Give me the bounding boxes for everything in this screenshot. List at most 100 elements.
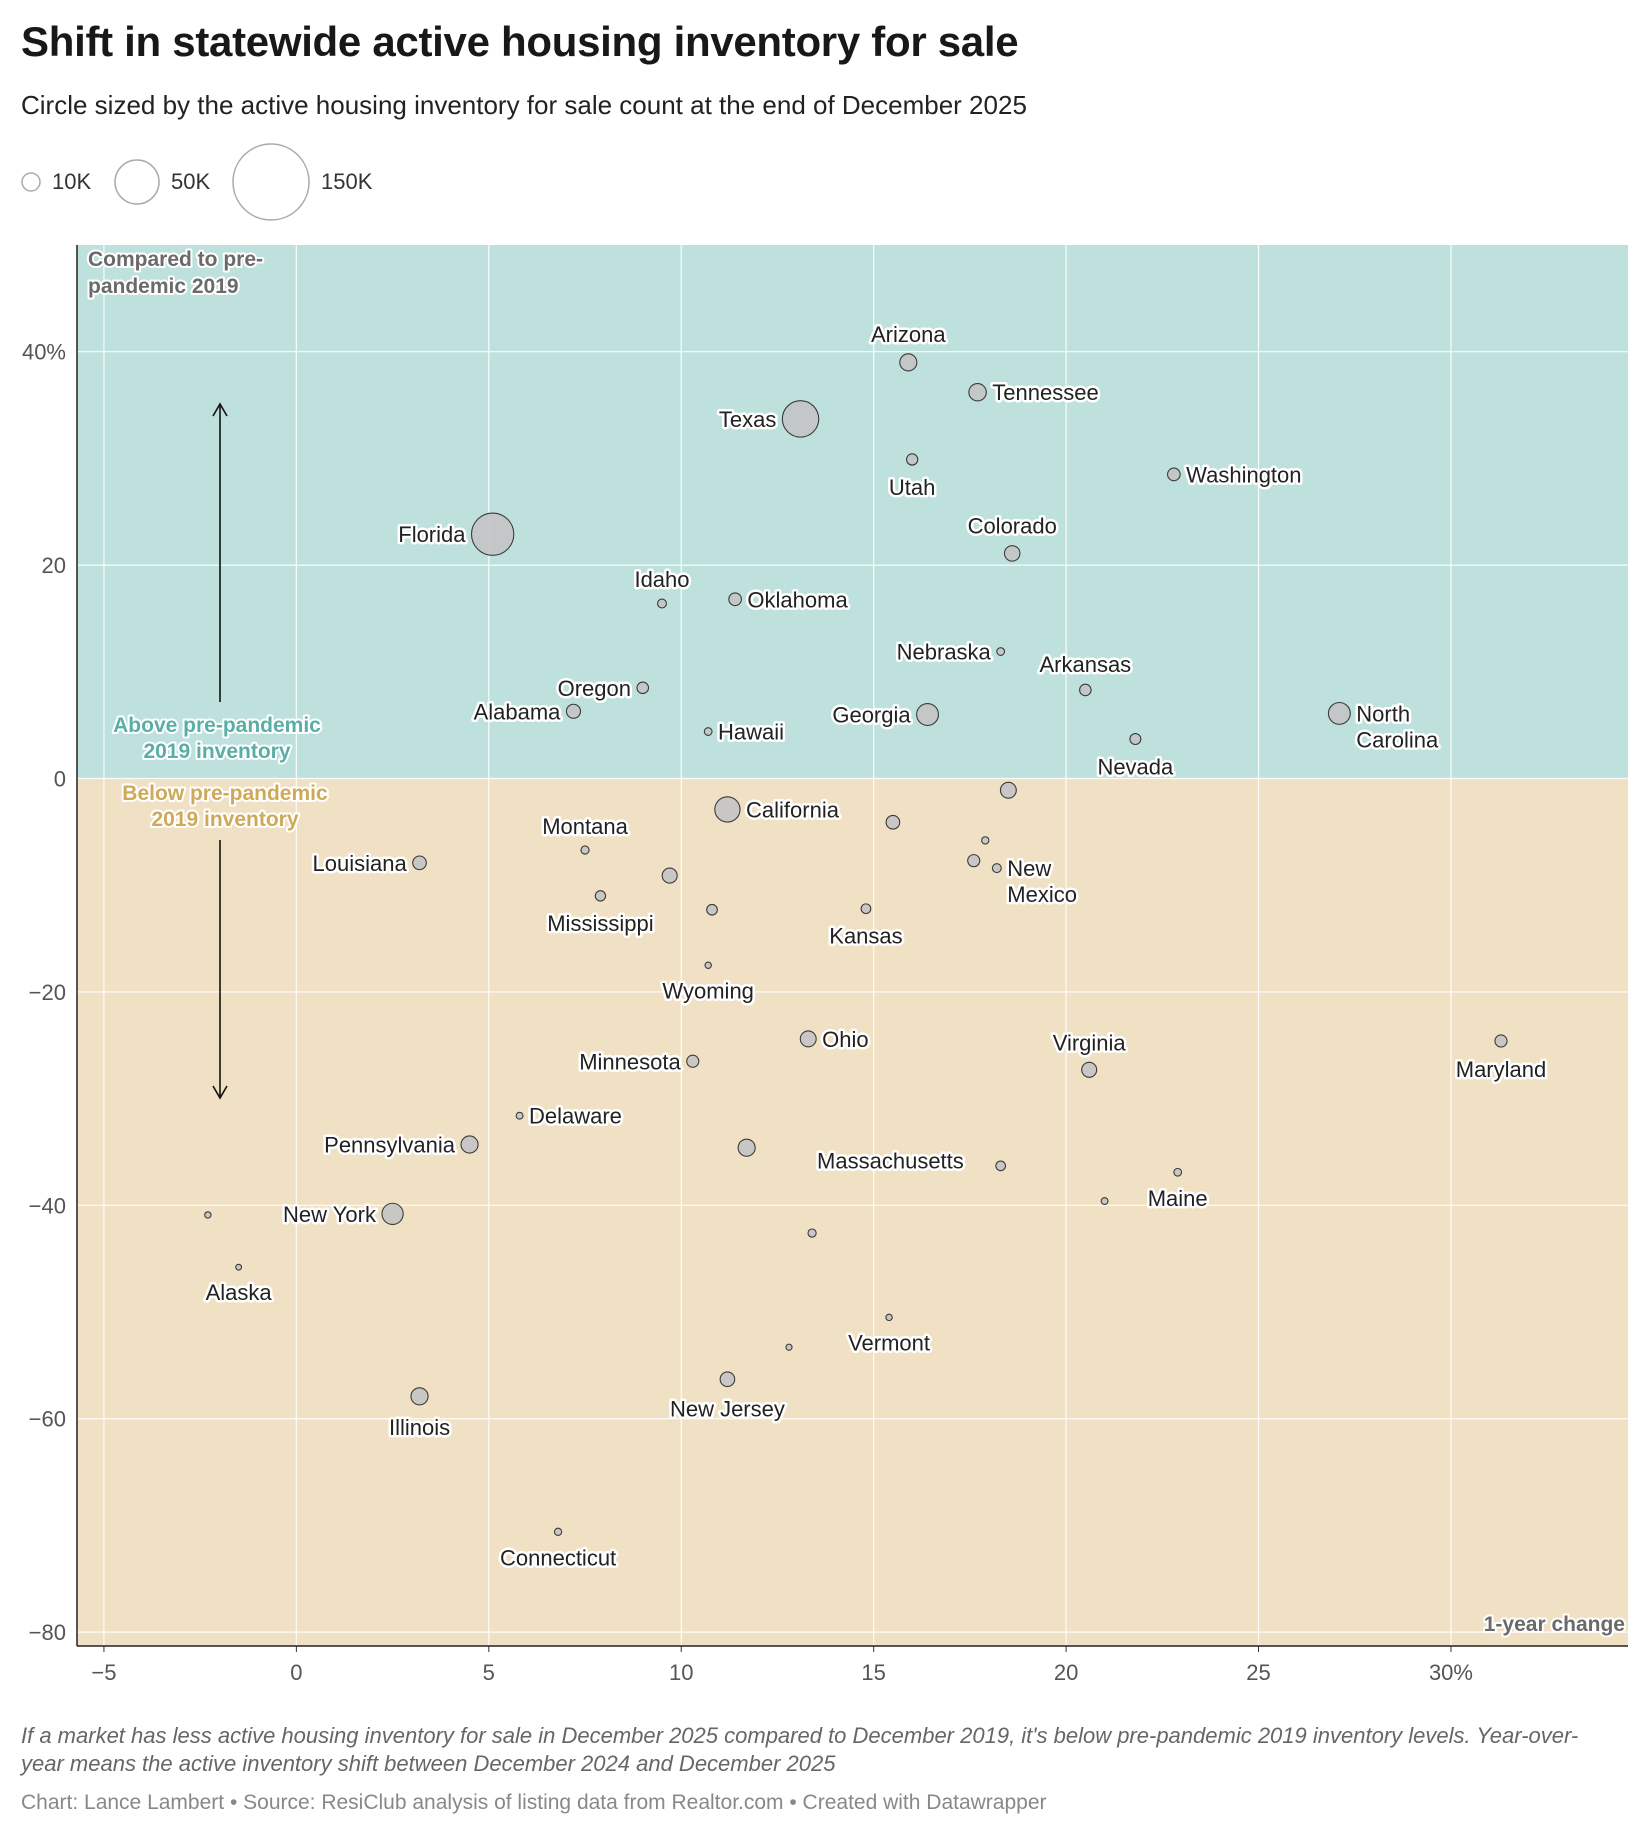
label-kansas: Kansas <box>829 924 902 949</box>
size-legend-circle-150k <box>232 143 310 221</box>
label-louisiana: Louisiana <box>313 851 408 876</box>
label-pennsylvania: Pennsylvania <box>324 1132 456 1157</box>
label-new-mexico: New Mexico <box>1007 856 1077 907</box>
size-legend: 10K 50K 150K <box>21 142 441 232</box>
point-california <box>714 796 741 823</box>
point-utah <box>905 453 919 466</box>
label-virginia: Virginia <box>1053 1030 1127 1055</box>
y-tick-label: −60 <box>29 1407 66 1432</box>
point-illinois <box>410 1387 429 1406</box>
point-idaho <box>656 598 668 609</box>
point-colorado <box>1003 545 1021 562</box>
x-tick-label: −5 <box>91 1660 116 1685</box>
point-maine <box>1173 1167 1183 1177</box>
point-west-virginia <box>807 1228 817 1238</box>
point-texas <box>781 400 820 438</box>
y-tick-label: 20 <box>42 553 66 578</box>
down-arrow-head <box>212 1085 228 1100</box>
compared-label-line2: pandemic 2019 <box>88 275 239 298</box>
footnote: If a market has less active housing inve… <box>21 1723 1579 1776</box>
point-virginia <box>1081 1061 1098 1078</box>
y-tick-label: −20 <box>29 980 66 1005</box>
data-points <box>204 353 1508 1537</box>
below-label-line2: 2019 inventory <box>151 808 298 831</box>
point-new-jersey <box>719 1371 736 1388</box>
label-north-carolina: North Carolina <box>1356 701 1439 752</box>
point-south-carolina <box>999 781 1017 799</box>
point-maryland <box>1494 1034 1508 1048</box>
point-florida <box>470 512 515 556</box>
point-minnesota <box>686 1054 700 1068</box>
point-pennsylvania <box>460 1135 479 1154</box>
point-new-mexico <box>991 863 1002 874</box>
point-mississippi <box>594 890 607 902</box>
point-oklahoma <box>728 592 742 607</box>
label-arkansas: Arkansas <box>1039 652 1131 677</box>
label-new-jersey: New Jersey <box>670 1397 785 1422</box>
label-alabama: Alabama <box>474 699 562 724</box>
point-nebraska <box>996 647 1006 656</box>
label-utah: Utah <box>889 475 935 500</box>
data-labels: Arizona Tennessee Texas Utah Washington Flori… <box>203 319 1549 1573</box>
label-nebraska: Nebraska <box>897 640 992 665</box>
label-illinois: Illinois <box>389 1415 450 1440</box>
point-arkansas <box>1079 683 1092 697</box>
point-indiana <box>737 1138 756 1157</box>
point-nevada <box>1129 733 1142 746</box>
point-wyoming <box>704 961 712 969</box>
point-north-carolina <box>1327 701 1351 725</box>
point-louisiana <box>412 855 427 871</box>
x-tick-label: 10 <box>669 1660 693 1685</box>
point-kentucky <box>967 854 981 868</box>
point-new-york <box>381 1202 404 1226</box>
y-tick-label: 0 <box>54 767 66 792</box>
x-tick-label: 30% <box>1429 1660 1473 1685</box>
label-delaware: Delaware <box>529 1104 622 1129</box>
label-texas: Texas <box>719 407 776 432</box>
x-tick-label: 0 <box>290 1660 302 1685</box>
x-tick-label: 5 <box>483 1660 495 1685</box>
point-hawaii <box>703 727 713 736</box>
background-bands <box>77 245 1628 1646</box>
x-axis-note: 1-year change <box>1484 1613 1625 1636</box>
label-massachusetts: Massachusetts <box>817 1149 964 1174</box>
annotations: Compared to pre-pandemic 2019 Above pre-p… <box>86 246 1627 1638</box>
point-vermont <box>885 1313 893 1322</box>
point-alaska <box>235 1263 243 1271</box>
label-oklahoma: Oklahoma <box>747 587 848 612</box>
point-rhode-island <box>1100 1197 1109 1206</box>
point-kansas <box>860 903 872 915</box>
label-hawaii: Hawaii <box>718 720 784 745</box>
point-washington-dc <box>995 1160 1007 1172</box>
label-oregon: Oregon <box>558 676 631 701</box>
point-oregon <box>636 681 650 695</box>
axes: −5 0 5 10 15 20 25 30% 40% 20 0 −20 −40 −60 −80 <box>22 245 1628 1685</box>
label-connecticut: Connecticut <box>500 1545 616 1570</box>
label-ohio: Ohio <box>822 1027 868 1052</box>
credits: Chart: Lance Lambert • Source: ResiClub … <box>21 1791 1047 1814</box>
point-south-dakota <box>981 836 990 845</box>
gridlines <box>77 245 1628 1646</box>
x-tick-label: 15 <box>861 1660 885 1685</box>
label-california: California <box>746 797 840 822</box>
label-montana: Montana <box>542 814 628 839</box>
scatter-chart: −5 0 5 10 15 20 25 30% 40% 20 0 −20 −40 −60 −80 Compar… <box>22 245 1628 1685</box>
size-legend-circles <box>21 143 310 221</box>
label-vermont: Vermont <box>848 1331 930 1356</box>
x-tick-label: 20 <box>1054 1660 1078 1685</box>
compared-label-line1: Compared to pre- <box>88 248 263 271</box>
point-north-dakota <box>204 1211 212 1219</box>
below-label-line1: Below pre-pandemic <box>122 782 328 805</box>
y-tick-label: −40 <box>29 1193 66 1218</box>
chart-title: Shift in statewide active housing invent… <box>21 18 1019 65</box>
point-new-hampshire <box>785 1343 793 1351</box>
x-tick-label: 25 <box>1246 1660 1270 1685</box>
size-legend-label-10k: 10K <box>52 169 92 194</box>
label-idaho: Idaho <box>634 567 689 592</box>
point-wisconsin <box>706 903 718 916</box>
size-legend-circle-50k <box>114 159 160 205</box>
above-label-line1: Above pre-pandemic <box>113 714 321 737</box>
point-georgia <box>916 703 940 726</box>
point-arizona <box>899 353 918 372</box>
label-arizona: Arizona <box>871 322 946 347</box>
